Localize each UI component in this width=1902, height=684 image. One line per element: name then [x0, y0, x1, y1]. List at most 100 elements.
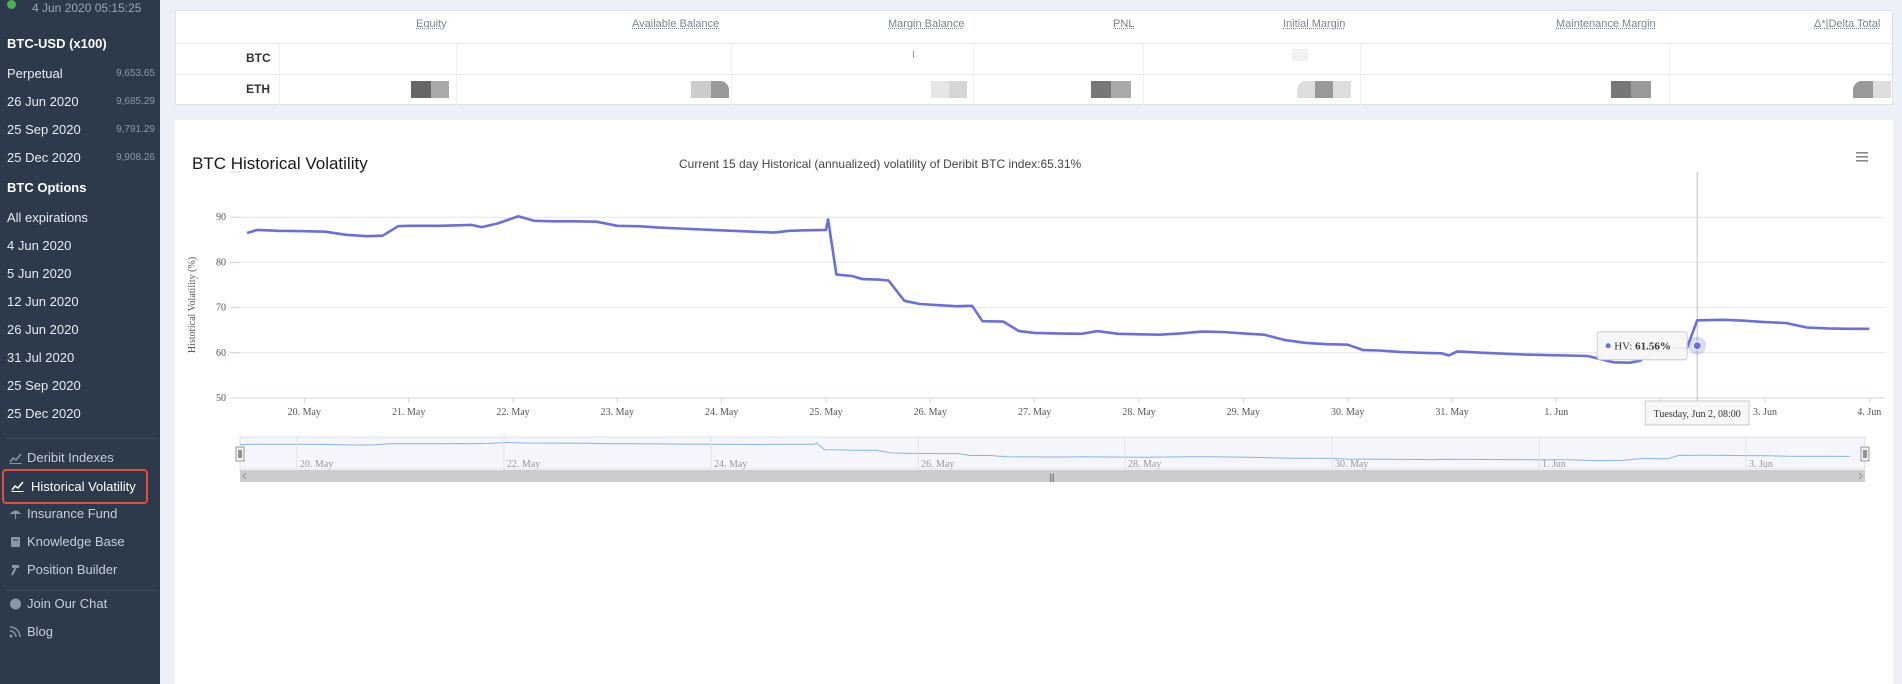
navigator-tick-label: 24. May [714, 459, 747, 470]
future-price: 9,791.29 [116, 124, 155, 135]
future-25dec[interactable]: 25 Dec 2020 9,908.26 [0, 146, 160, 170]
x-tick-label: 25. May [809, 407, 842, 418]
future-label: Perpetual [7, 66, 63, 81]
navigator-tick-label: 28. May [1128, 459, 1161, 470]
future-label: 25 Sep 2020 [7, 122, 81, 137]
volatility-chart-panel: BTC Historical Volatility Current 15 day… [175, 120, 1893, 684]
option-expiry-25sep[interactable]: 25 Sep 2020 [7, 378, 81, 393]
future-perpetual[interactable]: Perpetual 9,653.65 [0, 62, 160, 86]
column-header-delta-total[interactable]: Δ*|Delta Total [1814, 18, 1881, 30]
nav-blog[interactable]: Blog [0, 620, 160, 644]
navigator-tick-label: 30. May [1335, 459, 1368, 470]
nav-label: Insurance Fund [27, 506, 118, 521]
option-expiry-25dec[interactable]: 25 Dec 2020 [7, 406, 81, 421]
x-tick-label: 30. May [1331, 407, 1364, 418]
nav-position-builder[interactable]: Position Builder [0, 558, 160, 582]
scroll-left-arrow-icon[interactable] [242, 472, 247, 480]
nav-label: Position Builder [27, 562, 118, 577]
option-expiry-12jun[interactable]: 12 Jun 2020 [7, 294, 79, 309]
x-tick-label: 27. May [1018, 407, 1051, 418]
future-price: 9,653.65 [116, 68, 155, 79]
masked-value [711, 81, 729, 98]
y-axis-title: Historical Volatility (%) [187, 257, 198, 353]
chart-title: BTC Historical Volatility [192, 154, 368, 173]
option-expiry-4jun[interactable]: 4 Jun 2020 [7, 238, 72, 253]
column-header-margin-balance[interactable]: Margin Balance [888, 18, 965, 30]
column-header-equity[interactable]: Equity [416, 18, 447, 30]
hamburger-menu-icon[interactable] [1856, 152, 1868, 162]
row-label-eth: ETH [246, 82, 270, 96]
column-header-maintenance-margin[interactable]: Maintenance Margin [1556, 18, 1656, 30]
navigator-tick-label: 20. May [300, 459, 333, 470]
nav-knowledge-base[interactable]: Knowledge Base [0, 530, 160, 554]
nav-insurance-fund[interactable]: Insurance Fund [0, 502, 160, 526]
table-divider [1360, 43, 1361, 105]
x-tick-label: 1. Jun [1544, 407, 1568, 418]
navigator-tick-label: 26. May [921, 459, 954, 470]
crosshair-date-box [1644, 400, 1750, 426]
navigator-handle-right[interactable] [1860, 446, 1870, 462]
status-dot-icon [7, 0, 16, 9]
column-header-available-balance[interactable]: Available Balance [632, 18, 720, 30]
masked-value [1333, 81, 1351, 98]
hammer-icon [11, 565, 19, 576]
scroll-right-arrow-icon[interactable] [1858, 472, 1863, 480]
future-price: 9,908.26 [116, 152, 155, 163]
chart-line-icon [11, 481, 24, 492]
masked-value [1111, 81, 1131, 98]
futures-header[interactable]: BTC-USD (x100) [7, 36, 107, 51]
volatility-chart[interactable]: 50 60 70 80 90 Historical Volatility (%) 20. M… [175, 120, 1893, 684]
navigator-tick-label: 1. Jun [1542, 459, 1566, 470]
masked-value [431, 81, 449, 98]
y-tick-label: 80 [216, 257, 226, 268]
x-tick-label: 23. May [601, 407, 634, 418]
nav-join-chat[interactable]: Join Our Chat [0, 592, 160, 616]
option-expiry-26jun[interactable]: 26 Jun 2020 [7, 322, 79, 337]
column-header-pnl[interactable]: PNL [1113, 18, 1135, 30]
future-25sep[interactable]: 25 Sep 2020 9,791.29 [0, 118, 160, 142]
option-expiry-31jul[interactable]: 31 Jul 2020 [7, 350, 75, 365]
masked-value [949, 81, 967, 98]
tooltip-text: HV: 61.56% [1614, 341, 1671, 353]
x-tick-label: 4. Jun [1857, 407, 1881, 418]
options-header[interactable]: BTC Options [7, 180, 87, 195]
masked-value [1853, 81, 1873, 98]
nav-historical-volatility[interactable]: Historical Volatility [2, 469, 148, 504]
sidebar-divider [6, 590, 156, 591]
chat-icon [10, 598, 21, 610]
hv-series-line[interactable] [246, 215, 1870, 364]
masked-value [411, 81, 431, 98]
nav-label: Join Our Chat [27, 596, 108, 611]
masked-value [1297, 81, 1315, 98]
table-divider [1669, 43, 1670, 105]
y-tick-label: 50 [216, 393, 226, 404]
option-expiry-5jun[interactable]: 5 Jun 2020 [7, 266, 72, 281]
masked-value [1631, 81, 1651, 98]
chart-line-icon [9, 453, 22, 464]
x-tick-label: 28. May [1122, 407, 1155, 418]
tooltip-box [1596, 331, 1688, 361]
masked-value [1873, 81, 1891, 98]
future-26jun[interactable]: 26 Jun 2020 9,685.29 [0, 90, 160, 114]
y-tick-label: 90 [216, 212, 226, 223]
nav-label: Historical Volatility [31, 479, 136, 494]
navigator-handle-left[interactable] [235, 446, 245, 462]
table-divider [176, 43, 1892, 44]
tooltip-marker [1605, 343, 1611, 349]
masked-value [1091, 81, 1111, 98]
column-header-initial-margin[interactable]: Initial Margin [1283, 18, 1346, 30]
x-tick-label: 26. May [914, 407, 947, 418]
option-expiry-all[interactable]: All expirations [7, 210, 88, 225]
scrollbar-thumb[interactable] [240, 470, 1865, 482]
row-label-btc: BTC [246, 51, 271, 65]
x-tick-label: 3. Jun [1753, 407, 1777, 418]
nav-label: Knowledge Base [27, 534, 125, 549]
navigator-mask [239, 436, 1866, 470]
future-label: 25 Dec 2020 [7, 150, 81, 165]
masked-value [931, 81, 949, 98]
future-price: 9,685.29 [116, 96, 155, 107]
chart-subtitle: Current 15 day Historical (annualized) v… [679, 157, 1082, 171]
nav-deribit-indexes[interactable]: Deribit Indexes [0, 446, 160, 470]
hover-point[interactable] [1692, 341, 1702, 351]
masked-value [1292, 49, 1308, 61]
